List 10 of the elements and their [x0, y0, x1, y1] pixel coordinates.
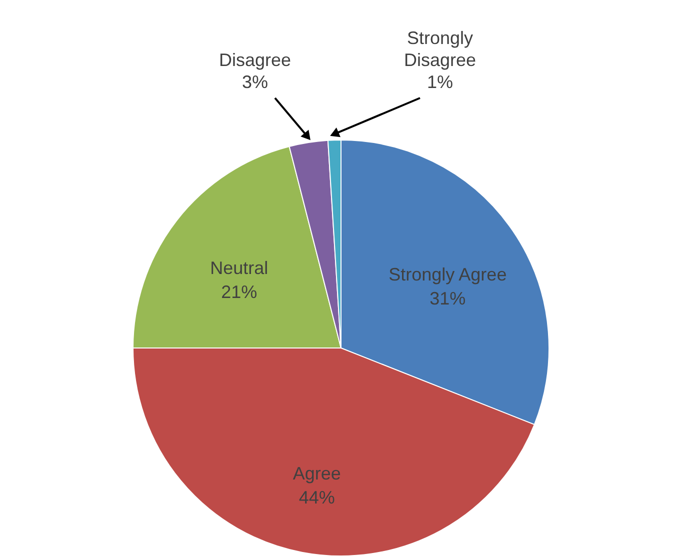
data-label: 21% [221, 282, 258, 302]
slice-label: Disagree [218, 50, 292, 70]
slice-label: Strongly Disagree [404, 28, 476, 70]
slice-label: Neutral [210, 258, 268, 278]
data-label: 31% [430, 288, 466, 309]
slice-label: Agree [292, 464, 341, 484]
data-label: 3% [242, 72, 268, 92]
slice-label: Strongly Agree [388, 264, 507, 285]
data-label: 44% [298, 488, 335, 508]
data-label: 1% [426, 72, 454, 92]
